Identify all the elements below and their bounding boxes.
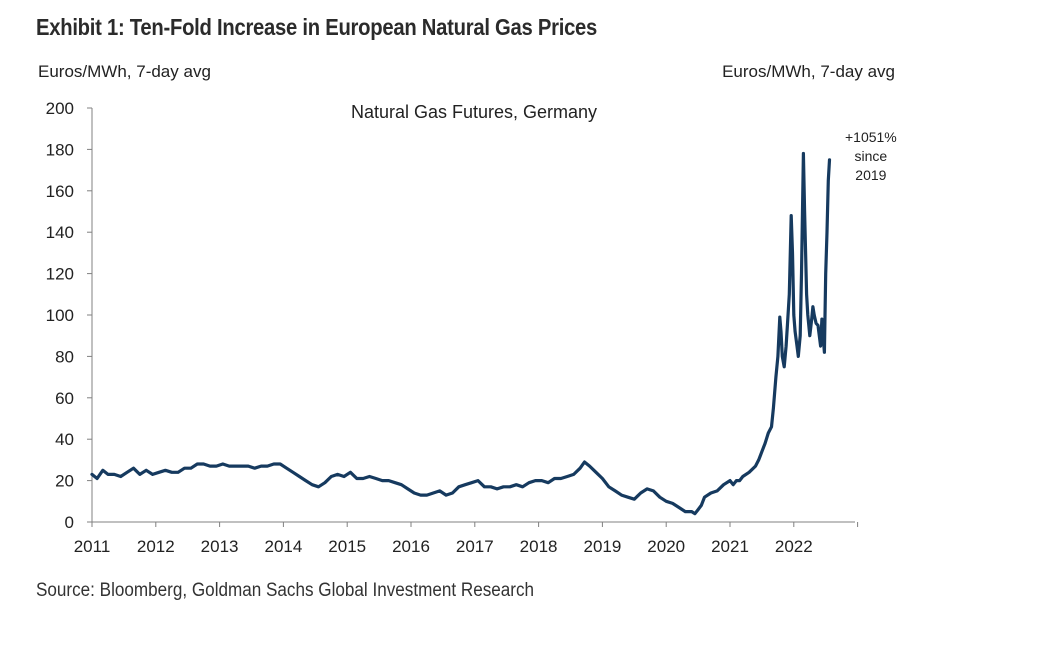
y-axis-unit-right: Euros/MWh, 7-day avg bbox=[722, 62, 895, 81]
chart-axes bbox=[91, 108, 855, 523]
y-tick-label: 60 bbox=[55, 389, 74, 408]
x-tick-label: 2011 bbox=[74, 537, 111, 556]
y-axis-ticks: 0 20 40 60 80 100 120 140 160 180 200 bbox=[46, 99, 92, 532]
chart-title: Natural Gas Futures, Germany bbox=[351, 102, 597, 122]
x-tick-label: 2020 bbox=[647, 537, 685, 556]
y-tick-label: 40 bbox=[55, 430, 74, 449]
x-tick-label: 2014 bbox=[264, 537, 302, 556]
y-tick-label: 20 bbox=[55, 472, 74, 491]
y-tick-label: 180 bbox=[46, 140, 74, 159]
x-tick-label: 2016 bbox=[392, 537, 430, 556]
annotation: +1051% since 2019 bbox=[845, 129, 897, 183]
x-tick-label: 2022 bbox=[775, 537, 813, 556]
annotation-line: 2019 bbox=[855, 167, 886, 183]
annotation-line: since bbox=[855, 148, 888, 164]
x-tick-label: 2018 bbox=[520, 537, 558, 556]
x-tick-label: 2015 bbox=[328, 537, 366, 556]
source-note: Source: Bloomberg, Goldman Sachs Global … bbox=[36, 580, 535, 601]
y-tick-label: 160 bbox=[46, 182, 74, 201]
y-tick-label: 80 bbox=[55, 347, 74, 366]
y-tick-label: 200 bbox=[46, 99, 74, 118]
y-tick-label: 100 bbox=[46, 306, 74, 325]
x-tick-label: 2013 bbox=[201, 537, 239, 556]
y-tick-label: 140 bbox=[46, 223, 74, 242]
annotation-line: +1051% bbox=[845, 129, 897, 145]
x-tick-label: 2017 bbox=[456, 537, 494, 556]
exhibit-title: Exhibit 1: Ten-Fold Increase in European… bbox=[36, 14, 598, 40]
x-axis-ticks: 2011 2012 2013 2014 2015 2016 2017 2018 2019 2020… bbox=[74, 522, 859, 556]
x-tick-label: 2019 bbox=[583, 537, 621, 556]
x-tick-label: 2021 bbox=[711, 537, 749, 556]
x-tick-label: 2012 bbox=[137, 537, 175, 556]
series-group bbox=[90, 151, 832, 516]
y-tick-label: 0 bbox=[65, 513, 74, 532]
y-axis-unit-left: Euros/MWh, 7-day avg bbox=[38, 62, 211, 81]
y-tick-label: 120 bbox=[46, 265, 74, 284]
series-line bbox=[90, 151, 832, 516]
